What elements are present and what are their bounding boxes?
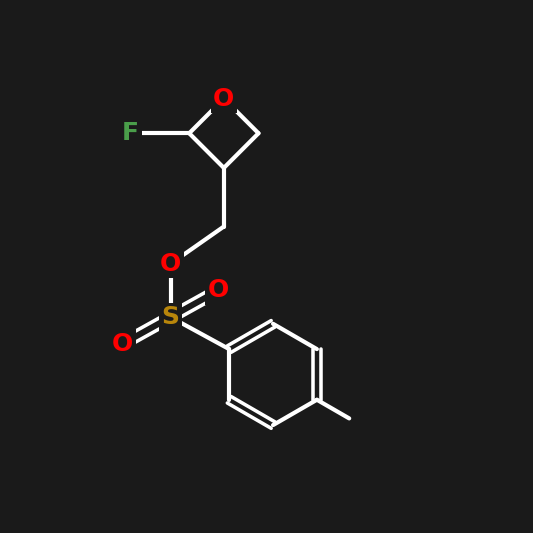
Text: O: O xyxy=(213,86,235,111)
Text: O: O xyxy=(160,252,181,276)
Text: F: F xyxy=(122,121,139,146)
Text: O: O xyxy=(208,278,229,303)
Text: O: O xyxy=(112,332,133,356)
Text: S: S xyxy=(161,305,180,329)
